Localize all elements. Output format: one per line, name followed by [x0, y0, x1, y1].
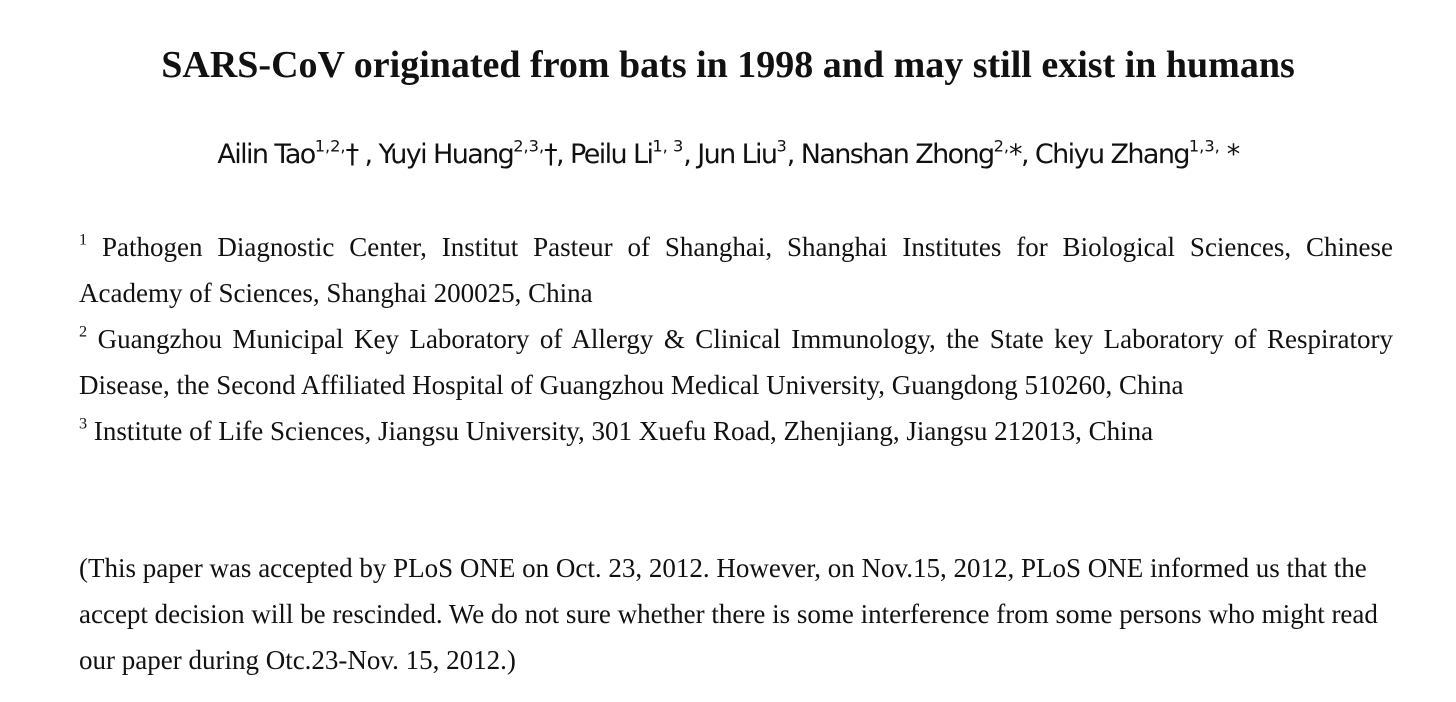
- author-mark: †,: [544, 139, 570, 170]
- author-mark: *,: [1009, 139, 1035, 170]
- author-name: Yuyi Huang: [378, 139, 514, 170]
- author-mark: † ,: [345, 139, 379, 170]
- affiliation-text: Guangzhou Municipal Key Laboratory of Al…: [79, 324, 1394, 400]
- author-name: Nanshan Zhong: [800, 139, 995, 170]
- affiliation-text: Institute of Life Sciences, Jiangsu Univ…: [93, 416, 1154, 446]
- author-affiliation-marker: 3: [776, 136, 787, 156]
- author-list: Ailin Tao1,2,† , Yuyi Huang2,3,†, Peilu …: [0, 130, 1456, 180]
- author-name: Ailin Tao: [217, 139, 316, 170]
- author-mark: ,: [683, 139, 698, 170]
- affiliation-number: 2: [79, 322, 88, 341]
- affiliation-list: 1 Pathogen Diagnostic Center, Institut P…: [79, 224, 1393, 454]
- author-mark: *: [1219, 139, 1241, 170]
- publication-note: (This paper was accepted by PLoS ONE on …: [79, 553, 1378, 675]
- affiliation: 1 Pathogen Diagnostic Center, Institut P…: [79, 224, 1393, 316]
- affiliation: 2 Guangzhou Municipal Key Laboratory of …: [79, 316, 1393, 408]
- affiliation-number: 1: [79, 230, 88, 249]
- author-affiliation-marker: 1, 3: [652, 136, 684, 156]
- author-name: Chiyu Zhang: [1034, 139, 1191, 170]
- affiliation-text: Pathogen Diagnostic Center, Institut Pas…: [79, 232, 1394, 308]
- author-affiliation-marker: 2,: [993, 136, 1010, 156]
- author-affiliation-marker: 1,3,: [1188, 136, 1220, 156]
- author-affiliation-marker: 1,2,: [314, 136, 346, 156]
- author-mark: ,: [786, 139, 801, 170]
- affiliation-number: 3: [79, 414, 88, 433]
- affiliation: 3 Institute of Life Sciences, Jiangsu Un…: [79, 408, 1393, 454]
- paper-title: SARS-CoV originated from bats in 1998 an…: [161, 44, 1295, 86]
- author-name: Peilu Li: [569, 139, 654, 170]
- author-name: Jun Liu: [697, 139, 778, 170]
- author-affiliation-marker: 2,3,: [513, 136, 545, 156]
